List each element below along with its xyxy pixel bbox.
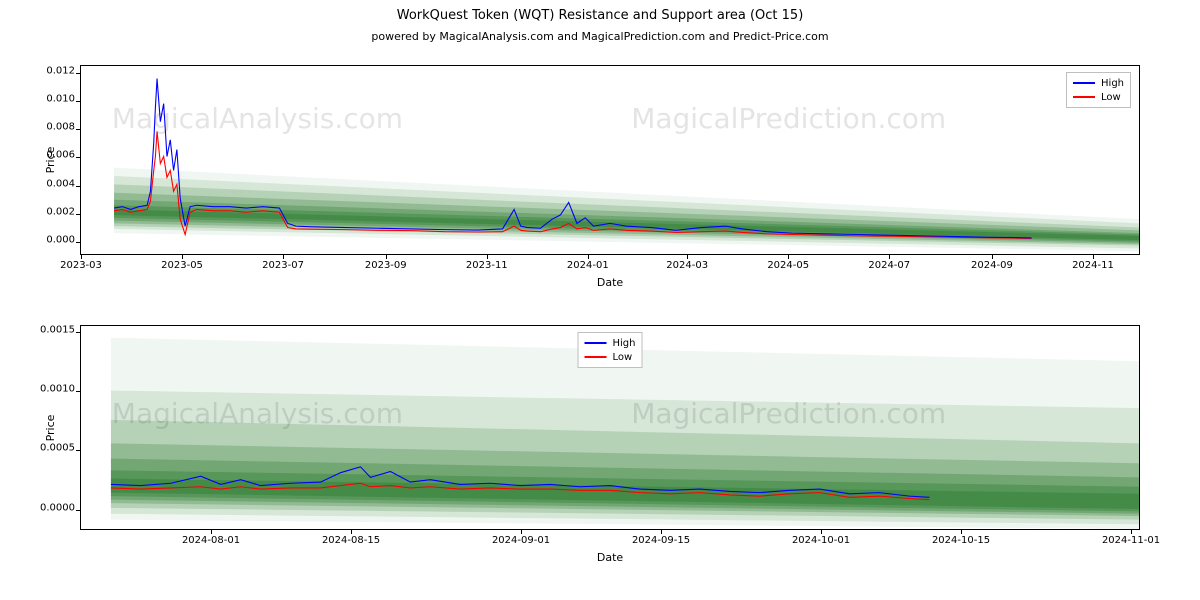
x-tick-label: 2024-08-01 [182, 535, 240, 546]
plot-area-top [81, 66, 1139, 254]
x-tick-label: 2024-10-01 [792, 535, 850, 546]
legend-label-high: High [1101, 78, 1124, 89]
chart-panel-top: High Low Date Price 2023-032023-052023-0… [80, 65, 1140, 255]
x-tick-label: 2024-07 [868, 260, 910, 271]
x-tick-label: 2024-11 [1072, 260, 1114, 271]
legend-swatch-high [585, 342, 607, 344]
y-tick-label: 0.010 [46, 94, 75, 105]
legend-item-low: Low [585, 350, 636, 364]
figure-title: WorkQuest Token (WQT) Resistance and Sup… [0, 8, 1200, 23]
y-tick-label: 0.006 [46, 150, 75, 161]
y-tick-label: 0.008 [46, 122, 75, 133]
x-tick-label: 2024-09-15 [632, 535, 690, 546]
y-tick-label: 0.004 [46, 178, 75, 189]
legend-swatch-low [1073, 96, 1095, 98]
x-tick-label: 2024-08-15 [322, 535, 380, 546]
y-tick-label: 0.000 [46, 234, 75, 245]
x-axis-label-top: Date [597, 276, 623, 289]
legend-item-low: Low [1073, 90, 1124, 104]
x-tick-label: 2023-07 [262, 260, 304, 271]
x-tick-label: 2024-01 [567, 260, 609, 271]
x-tick-label: 2024-11-01 [1102, 535, 1160, 546]
x-tick-label: 2024-09-01 [492, 535, 550, 546]
y-tick-label: 0.0000 [40, 502, 75, 513]
y-tick-label: 0.002 [46, 206, 75, 217]
x-tick-label: 2023-09 [365, 260, 407, 271]
legend-label-low: Low [1101, 92, 1121, 103]
y-tick-label: 0.012 [46, 66, 75, 77]
chart-panel-bottom: High Low Date Price 2024-08-012024-08-15… [80, 325, 1140, 530]
legend-top: High Low [1066, 72, 1131, 108]
x-tick-label: 2024-03 [666, 260, 708, 271]
y-tick-label: 0.0010 [40, 384, 75, 395]
figure: WorkQuest Token (WQT) Resistance and Sup… [0, 0, 1200, 600]
x-axis-label-bottom: Date [597, 551, 623, 564]
x-tick-label: 2024-09 [971, 260, 1013, 271]
x-tick-label: 2023-03 [60, 260, 102, 271]
legend-item-high: High [1073, 76, 1124, 90]
y-axis-label-bottom: Price [44, 414, 57, 441]
x-tick-label: 2024-05 [767, 260, 809, 271]
x-tick-label: 2024-10-15 [932, 535, 990, 546]
legend-swatch-high [1073, 82, 1095, 84]
legend-item-high: High [585, 336, 636, 350]
legend-bottom: High Low [578, 332, 643, 368]
y-tick-label: 0.0015 [40, 324, 75, 335]
x-tick-label: 2023-05 [161, 260, 203, 271]
legend-label-low: Low [613, 352, 633, 363]
x-tick-label: 2023-11 [466, 260, 508, 271]
legend-swatch-low [585, 356, 607, 358]
legend-label-high: High [613, 338, 636, 349]
figure-subtitle: powered by MagicalAnalysis.com and Magic… [0, 30, 1200, 43]
y-tick-label: 0.0005 [40, 443, 75, 454]
